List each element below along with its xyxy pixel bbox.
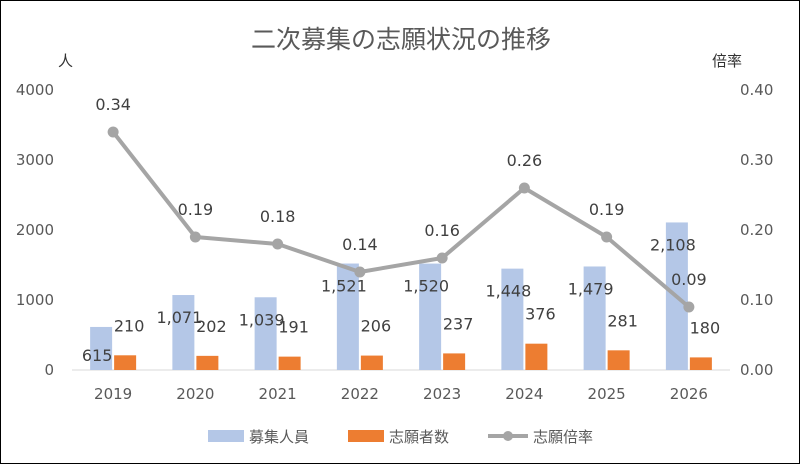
bar-applicants <box>114 355 137 370</box>
rate-point <box>436 252 448 264</box>
right-tick-label: 0.10 <box>740 291 773 309</box>
rate-data-label: 0.26 <box>507 151 543 170</box>
chart-title: 二次募集の志願状況の推移 <box>251 25 551 54</box>
bar-recruitment <box>254 297 277 370</box>
rate-point <box>518 182 530 194</box>
bar-recruitment <box>419 263 442 370</box>
bar-data-label: 1,479 <box>568 279 614 298</box>
rate-data-label: 0.09 <box>671 270 707 289</box>
right-axis: 0.40 0.30 0.20 0.10 0.00 <box>740 81 773 379</box>
left-tick-label: 0 <box>44 361 54 379</box>
bar-data-label: 1,448 <box>485 282 531 301</box>
bar-applicants <box>196 355 219 370</box>
right-tick-label: 0.40 <box>740 81 773 99</box>
legend-label: 募集人員 <box>249 428 309 446</box>
x-tick-label: 2020 <box>176 385 214 403</box>
right-tick-label: 0.20 <box>740 221 773 239</box>
legend-swatch <box>348 430 384 442</box>
bar-data-label: 2,108 <box>650 235 696 254</box>
rate-point <box>354 266 366 278</box>
rate-data-label: 0.34 <box>95 95 131 114</box>
bar-data-label: 210 <box>114 316 145 335</box>
legend-swatch <box>208 430 244 442</box>
bar-data-label: 1,039 <box>239 310 285 329</box>
left-tick-label: 3000 <box>16 151 54 169</box>
bar-data-label: 1,521 <box>321 277 367 296</box>
x-axis: 2019 2020 2021 2022 2023 2024 2025 2026 <box>94 385 708 403</box>
rate-line <box>111 130 691 309</box>
bar-applicants <box>525 343 548 370</box>
x-tick-label: 2021 <box>259 385 297 403</box>
rate-point <box>683 301 695 313</box>
rate-point <box>107 126 119 138</box>
bar-data-label: 191 <box>278 318 309 337</box>
bar-data-label: 1,071 <box>156 308 202 327</box>
rate-data-label: 0.18 <box>260 207 296 226</box>
rate-point <box>601 231 613 243</box>
rate-data-label: 0.19 <box>589 200 625 219</box>
bar-data-label: 180 <box>690 318 721 337</box>
data-labels: 615 1,071 1,039 1,521 1,520 1,448 1,479 2,108 21… <box>82 95 720 365</box>
bar-applicants <box>607 350 630 370</box>
bar-recruitment <box>172 295 195 370</box>
bar-data-label: 281 <box>607 311 638 330</box>
legend-label: 志願者数 <box>389 428 449 446</box>
x-tick-label: 2025 <box>588 385 626 403</box>
x-tick-label: 2024 <box>505 385 543 403</box>
bar-applicants <box>278 356 301 370</box>
left-tick-label: 4000 <box>16 81 54 99</box>
legend-label: 志願倍率 <box>533 428 593 446</box>
rate-point <box>272 238 284 250</box>
rate-data-label: 0.16 <box>424 221 460 240</box>
left-axis-unit: 人 <box>58 52 73 70</box>
left-axis: 4000 3000 2000 1000 0 <box>16 81 54 379</box>
left-tick-label: 2000 <box>16 221 54 239</box>
legend-marker <box>503 431 513 441</box>
bar-data-label: 376 <box>525 305 556 324</box>
rate-data-label: 0.19 <box>178 200 214 219</box>
bar-applicants <box>689 357 712 370</box>
bar-applicants <box>443 353 466 370</box>
right-axis-unit: 倍率 <box>712 52 742 70</box>
bar-data-label: 1,520 <box>403 277 449 296</box>
line-series <box>107 126 695 313</box>
bar-data-label: 615 <box>82 346 113 365</box>
x-tick-label: 2023 <box>423 385 461 403</box>
bar-data-label: 237 <box>443 314 474 333</box>
x-tick-label: 2022 <box>341 385 379 403</box>
left-tick-label: 1000 <box>16 291 54 309</box>
bar-recruitment <box>336 263 359 370</box>
legend: 募集人員 志願者数 志願倍率 <box>208 428 593 446</box>
bar-data-label: 206 <box>361 317 392 336</box>
right-tick-label: 0.00 <box>740 361 773 379</box>
x-tick-label: 2019 <box>94 385 132 403</box>
rate-data-label: 0.14 <box>342 235 378 254</box>
bar-applicants <box>360 355 383 370</box>
bar-data-label: 202 <box>196 317 227 336</box>
right-tick-label: 0.30 <box>740 151 773 169</box>
rate-point <box>189 231 201 243</box>
x-tick-label: 2026 <box>670 385 708 403</box>
bar-recruitment <box>90 326 113 370</box>
bar-recruitment <box>583 266 606 370</box>
bar-series <box>90 222 712 370</box>
bar-recruitment <box>501 268 524 370</box>
